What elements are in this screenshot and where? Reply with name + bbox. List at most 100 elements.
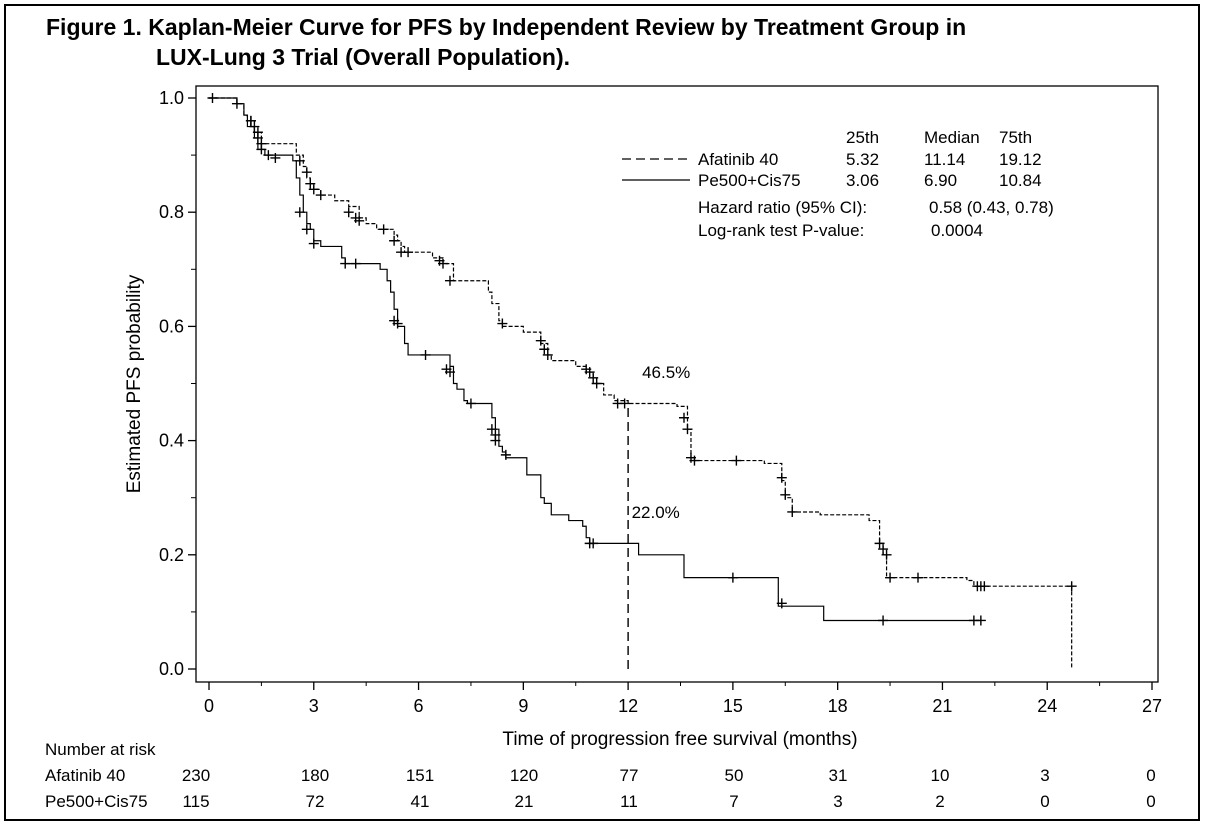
censor-mark-pe500 [270, 152, 281, 163]
censor-mark-pe500 [301, 224, 312, 235]
annotation-22-0: 22.0% [632, 503, 680, 522]
censor-mark-pe500 [392, 318, 403, 329]
y-tick-label: 0.8 [159, 202, 184, 222]
logrank-label: Log-rank test P-value: [698, 221, 864, 240]
risk-value-afatinib: 50 [724, 766, 744, 785]
censor-mark-afatinib [1066, 581, 1077, 592]
censor-mark-pe500 [263, 150, 274, 161]
censor-mark-afatinib [678, 412, 689, 423]
stats-afatinib-25th: 5.32 [846, 150, 879, 169]
censor-mark-pe500 [776, 598, 787, 609]
axes: 0 3 6 9 12 15 18 21 24 27 0.0 0.2 0.4 0.6 0.8 1.0 [159, 88, 1162, 716]
censor-mark-afatinib [588, 372, 599, 383]
y-tick-label: 1.0 [159, 88, 184, 108]
x-tick-label: 21 [932, 696, 952, 716]
risk-value-pe500: 2 [935, 792, 945, 811]
censor-mark-afatinib [539, 344, 550, 355]
censor-mark-afatinib [378, 224, 389, 235]
x-tick-label: 24 [1037, 696, 1057, 716]
stats-header-median: Median [924, 128, 980, 147]
censor-mark-pe500 [588, 538, 599, 549]
hazard-ratio-label: Hazard ratio (95% CI): [698, 198, 867, 217]
censor-mark-afatinib [787, 506, 798, 517]
censor-mark-pe500 [465, 398, 476, 409]
censor-mark-afatinib [591, 378, 602, 389]
censor-mark-afatinib [438, 258, 449, 269]
censor-mark-pe500 [294, 207, 305, 218]
censor-mark-afatinib [315, 190, 326, 201]
censor-mark-pe500 [245, 115, 256, 126]
x-tick-label: 0 [204, 696, 214, 716]
censor-mark-afatinib [619, 398, 630, 409]
figure-frame [4, 4, 1200, 821]
risk-value-afatinib: 0 [1146, 766, 1156, 785]
censor-mark-pe500 [975, 615, 986, 626]
risk-value-pe500: 41 [410, 792, 430, 811]
annotation-46-5: 46.5% [642, 363, 690, 382]
censor-mark-pe500 [420, 349, 431, 360]
x-tick-label: 3 [309, 696, 319, 716]
stats-header-25th: 25th [846, 128, 879, 147]
stats-pe500-75th: 10.84 [999, 171, 1042, 190]
censor-mark-afatinib [294, 155, 305, 166]
censor-mark-pe500 [727, 572, 738, 583]
figure-title-line2: LUX-Lung 3 Trial (Overall Population). [156, 44, 571, 70]
risk-value-pe500: 11 [620, 792, 638, 811]
risk-value-pe500: 0 [1040, 792, 1050, 811]
risk-value-pe500: 21 [514, 792, 534, 811]
censor-mark-afatinib [780, 489, 791, 500]
censor-mark-pe500 [340, 258, 351, 269]
x-tick-label: 27 [1142, 696, 1162, 716]
legend-label-afatinib: Afatinib 40 [698, 150, 778, 169]
logrank-value: 0.0004 [931, 221, 983, 240]
censor-mark-afatinib [874, 538, 885, 549]
censor-mark-pe500 [252, 132, 263, 143]
censor-mark-pe500 [444, 367, 455, 378]
censor-mark-afatinib [776, 472, 787, 483]
risk-value-afatinib: 151 [405, 766, 435, 785]
censor-mark-afatinib [542, 349, 553, 360]
censor-mark-pe500 [486, 424, 497, 435]
censor-mark-afatinib [403, 247, 414, 258]
censor-mark-afatinib [689, 455, 700, 466]
stats-pe500-median: 6.90 [924, 171, 957, 190]
censor-mark-pe500 [350, 258, 361, 269]
risk-value-afatinib: 3 [1040, 766, 1050, 785]
x-tick-label: 12 [618, 696, 638, 716]
stats-pe500-25th: 3.06 [846, 171, 879, 190]
x-axis-label: Time of progression free survival (month… [502, 729, 857, 750]
hazard-ratio-value: 0.58 (0.43, 0.78) [929, 198, 1054, 217]
y-tick-label: 0.6 [159, 316, 184, 336]
censor-mark-afatinib [881, 549, 892, 560]
censor-mark-afatinib [497, 318, 508, 329]
stats-header-75th: 75th [999, 128, 1032, 147]
censor-mark-afatinib [912, 572, 923, 583]
censor-mark-afatinib [343, 207, 354, 218]
stats-afatinib-75th: 19.12 [999, 150, 1042, 169]
legend: 25th Median 75th Afatinib 40 5.32 11.14 … [622, 128, 1054, 240]
censor-mark-afatinib [731, 455, 742, 466]
y-tick-label: 0.4 [159, 431, 184, 451]
censor-mark-afatinib [301, 167, 312, 178]
y-tick-label: 0.2 [159, 545, 184, 565]
risk-value-afatinib: 180 [300, 766, 330, 785]
risk-row-label-afatinib: Afatinib 40 [45, 766, 126, 785]
stats-afatinib-median: 11.14 [924, 150, 965, 169]
risk-table-title: Number at risk [45, 740, 156, 759]
censor-mark-afatinib [308, 184, 319, 195]
censor-mark-afatinib [444, 275, 455, 286]
risk-value-pe500: 7 [729, 792, 739, 811]
risk-value-pe500: 0 [1146, 792, 1156, 811]
censor-mark-pe500 [490, 435, 501, 446]
censor-mark-afatinib [354, 215, 365, 226]
risk-value-afatinib: 31 [828, 766, 848, 785]
risk-value-pe500: 3 [833, 792, 843, 811]
x-tick-label: 6 [414, 696, 424, 716]
x-tick-label: 18 [828, 696, 848, 716]
censor-mark-afatinib [979, 581, 990, 592]
censor-mark-afatinib [584, 367, 595, 378]
x-tick-label: 9 [518, 696, 528, 716]
censor-mark-afatinib [305, 178, 316, 189]
km-curve-pe500 [209, 97, 981, 622]
